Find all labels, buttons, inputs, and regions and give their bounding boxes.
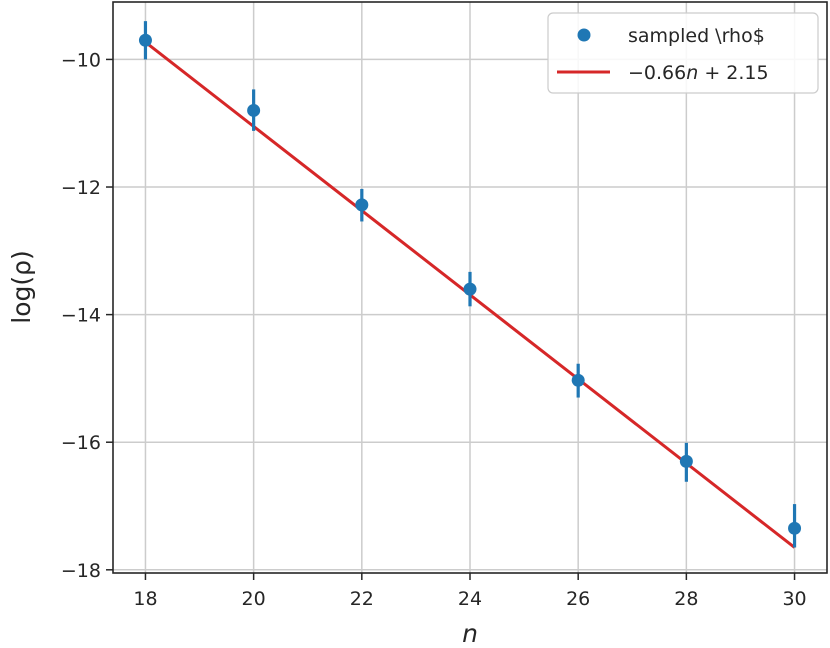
legend-label-fit: −0.66n + 2.15 — [628, 62, 769, 84]
legend-label-fit-suffix: + 2.15 — [698, 62, 768, 84]
legend: sampled \rho$ −0.66n + 2.15 — [547, 12, 819, 94]
legend-box — [547, 12, 819, 94]
data-point — [247, 103, 261, 117]
x-tick-label: 28 — [674, 588, 698, 610]
y-axis-ticks: −10 −12 −14 −16 −18 — [61, 49, 113, 582]
x-axis-label: n — [462, 619, 478, 648]
x-tick-label: 20 — [242, 588, 266, 610]
data-point — [788, 521, 802, 535]
x-tick-label: 22 — [350, 588, 374, 610]
data-point — [571, 373, 585, 387]
y-tick-label: −18 — [61, 560, 101, 582]
x-tick-label: 24 — [458, 588, 482, 610]
y-tick-label: −12 — [61, 177, 101, 199]
legend-label-sampled: sampled \rho$ — [628, 25, 765, 47]
y-tick-label: −16 — [61, 432, 101, 454]
data-points-layer — [138, 21, 802, 548]
data-point — [463, 282, 477, 296]
x-tick-label: 18 — [133, 588, 157, 610]
x-tick-label: 26 — [566, 588, 590, 610]
legend-label-fit-var: n — [686, 62, 698, 84]
y-axis-label: log(ρ) — [7, 250, 36, 324]
legend-marker-sampled — [577, 28, 591, 42]
x-tick-label: 30 — [782, 588, 806, 610]
y-tick-label: −10 — [61, 49, 101, 71]
data-point — [679, 454, 693, 468]
data-point — [138, 33, 152, 47]
data-point — [355, 198, 369, 212]
x-axis-ticks: 18 20 22 24 26 28 30 — [133, 573, 807, 610]
y-tick-label: −14 — [61, 305, 101, 327]
legend-label-fit-prefix: −0.66 — [628, 62, 686, 84]
